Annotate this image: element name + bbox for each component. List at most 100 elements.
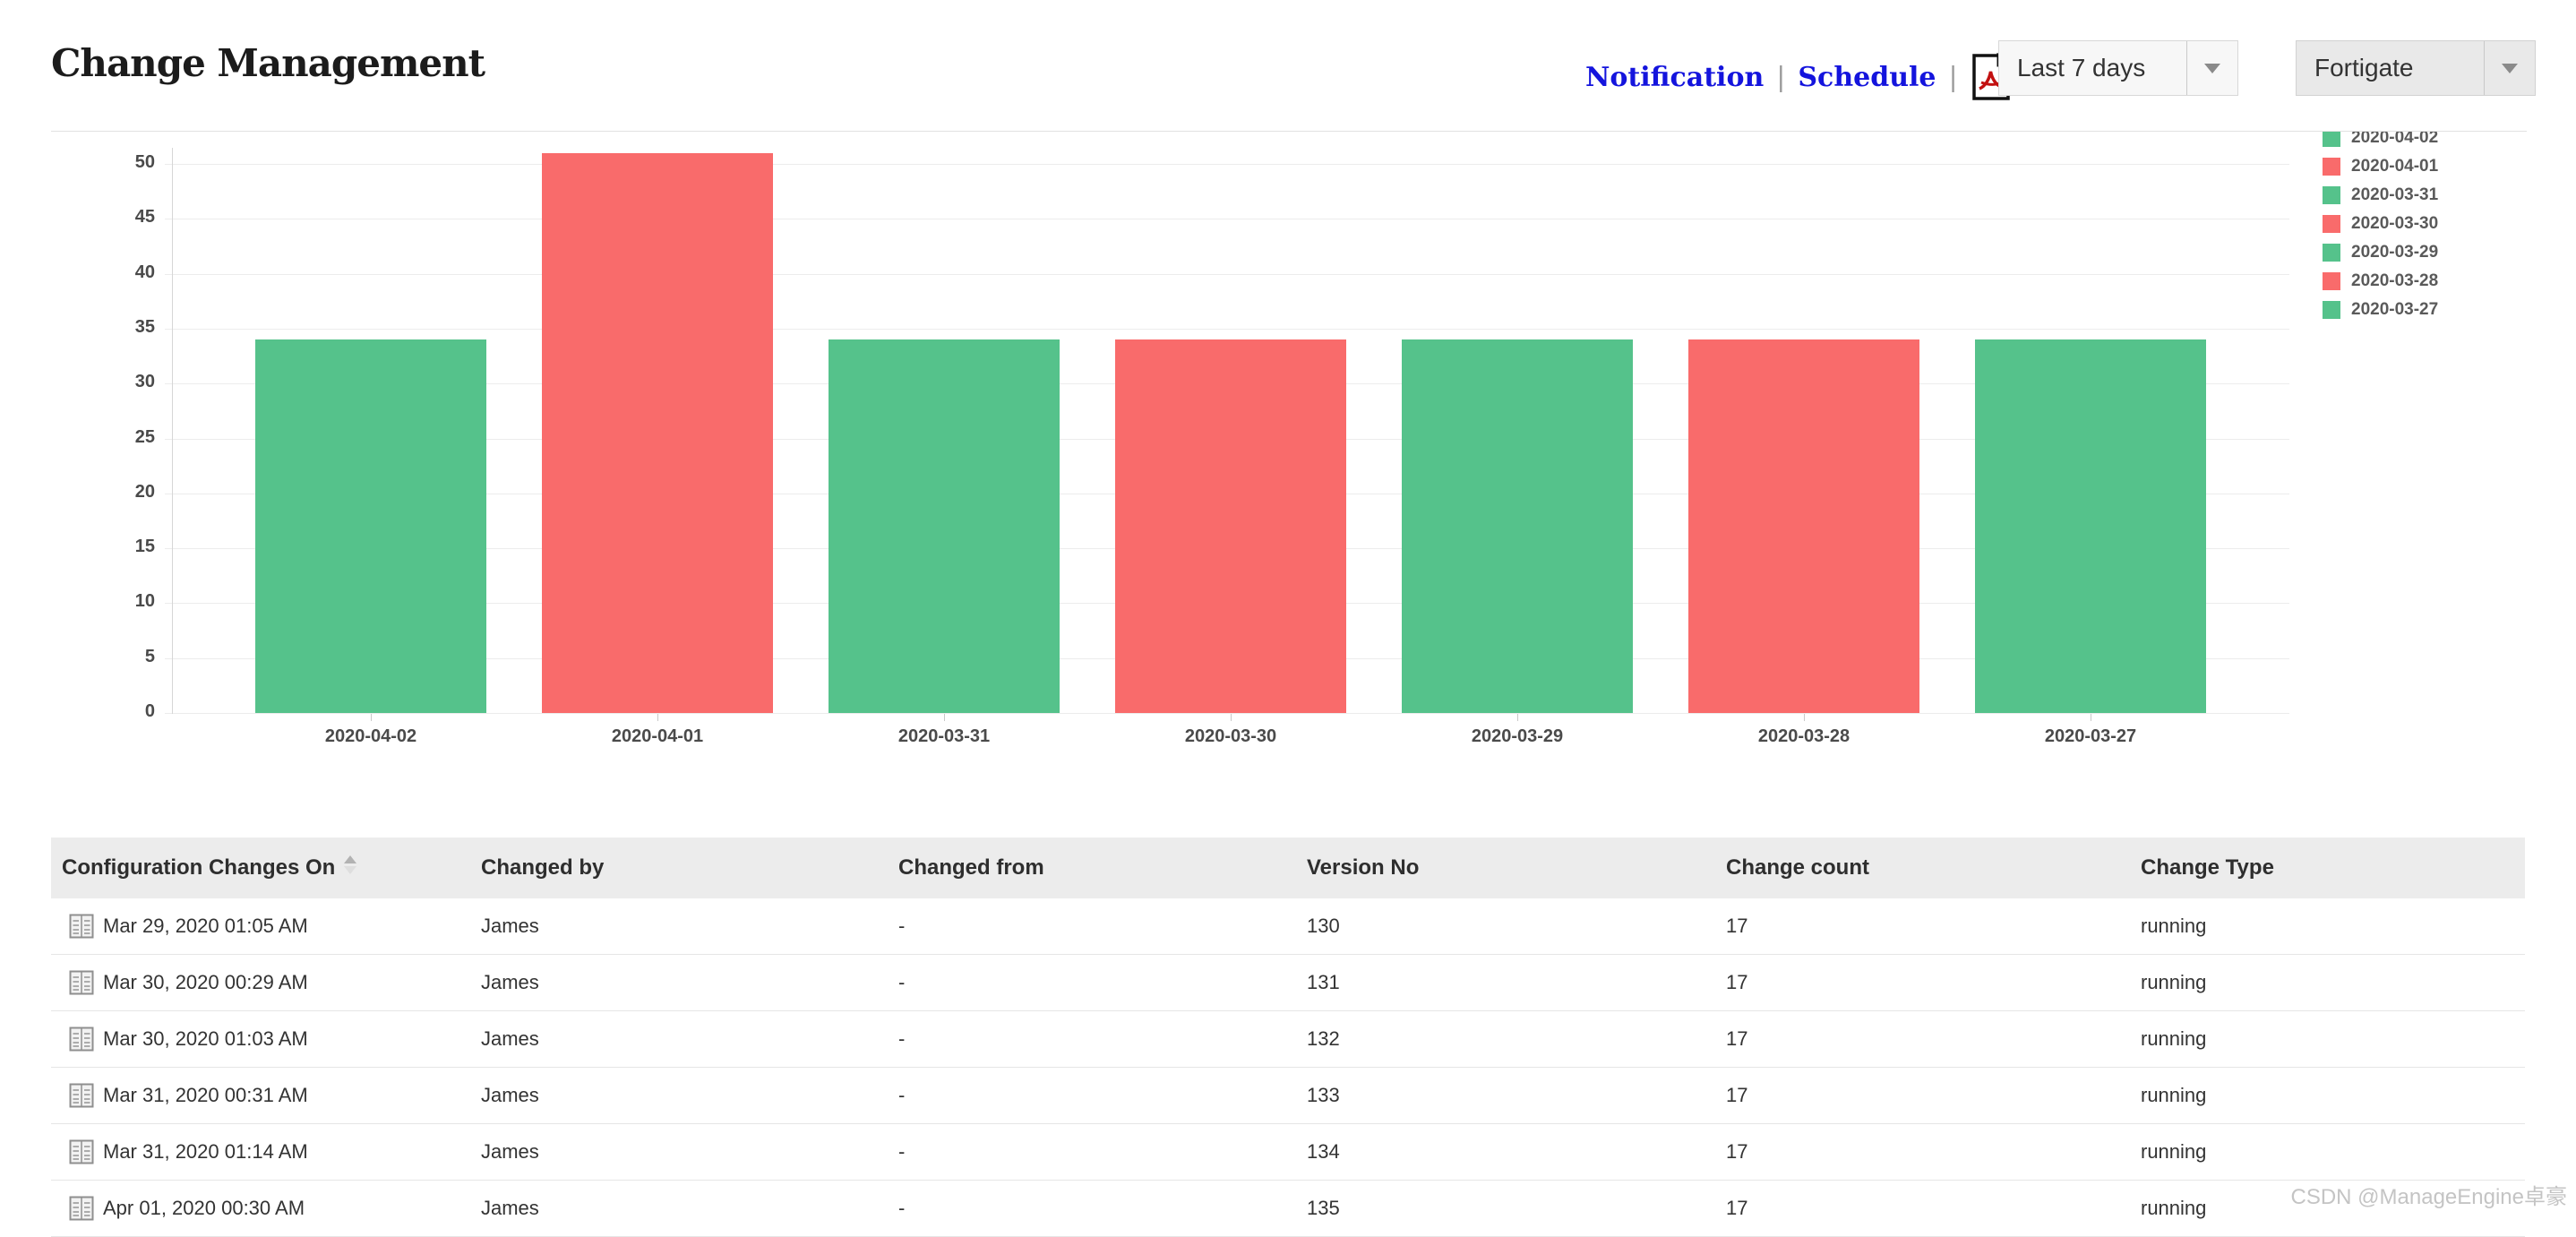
- config-version-icon[interactable]: [69, 970, 94, 995]
- x-axis-tick: [1231, 714, 1232, 721]
- separator: |: [1776, 61, 1786, 93]
- column-header-changed-from[interactable]: Changed from: [888, 838, 1296, 898]
- cell-changed-from: -: [888, 954, 1296, 1011]
- legend-color-chip: [2323, 272, 2340, 290]
- legend-item[interactable]: 2020-03-30: [2323, 210, 2438, 238]
- config-version-icon[interactable]: [69, 1027, 94, 1052]
- cell-version-no: 134: [1296, 1123, 1715, 1181]
- x-axis-tick: [944, 714, 945, 721]
- cell-changed-by: James: [470, 1180, 888, 1237]
- legend-color-chip: [2323, 132, 2340, 147]
- column-header-change-count[interactable]: Change count: [1715, 838, 2130, 898]
- sort-arrows-icon[interactable]: [344, 855, 357, 875]
- x-axis-tick-label: 2020-03-29: [1471, 726, 1564, 746]
- config-changes-table: Configuration Changes On Changed by Change…: [51, 838, 2525, 1237]
- config-version-icon[interactable]: [69, 1196, 94, 1221]
- column-header-change-type[interactable]: Change Type: [2130, 838, 2525, 898]
- changes-on-value: Apr 01, 2020 00:30 AM: [103, 1197, 305, 1219]
- cell-version-no: 132: [1296, 1010, 1715, 1068]
- table-row[interactable]: Mar 31, 2020 00:31 AM James -133 17 running: [51, 1067, 2525, 1124]
- bar-2020-03-27[interactable]: [1975, 339, 2206, 713]
- separator: |: [1948, 61, 1958, 93]
- notification-link[interactable]: Notification: [1585, 61, 1765, 93]
- watermark: CSDN @ManageEngine卓豪: [2290, 1185, 2568, 1209]
- chart-gridline: [165, 328, 2289, 330]
- legend-label: 2020-04-02: [2351, 131, 2439, 147]
- legend-item[interactable]: 2020-03-29: [2323, 238, 2438, 267]
- legend-color-chip: [2323, 301, 2340, 319]
- column-header-version-no[interactable]: Version No: [1296, 838, 1715, 898]
- bar-2020-03-31[interactable]: [829, 339, 1060, 713]
- changes-on-value: Mar 30, 2020 00:29 AM: [103, 971, 308, 993]
- legend-label: 2020-04-01: [2351, 157, 2439, 176]
- cell-configuration-changes-on: Mar 31, 2020 00:31 AM: [51, 1067, 470, 1124]
- device-dropdown-value: Fortigate: [2314, 54, 2414, 82]
- cell-changed-from: -: [888, 1067, 1296, 1124]
- cell-change-count: 17: [1715, 1180, 2130, 1237]
- legend-label: 2020-03-28: [2351, 271, 2439, 290]
- changes-on-value: Mar 29, 2020 01:05 AM: [103, 915, 308, 937]
- legend-item[interactable]: 2020-03-28: [2323, 267, 2438, 296]
- cell-changed-by: James: [470, 1010, 888, 1068]
- x-axis-tick: [1804, 714, 1805, 721]
- y-axis-tick-label: 35: [134, 316, 155, 337]
- cell-change-count: 17: [1715, 898, 2130, 955]
- y-axis-tick-label: 30: [134, 372, 155, 392]
- bar-2020-04-02[interactable]: [255, 339, 486, 713]
- y-axis-tick-label: 20: [134, 481, 155, 502]
- cell-changed-by: James: [470, 954, 888, 1011]
- cell-configuration-changes-on: Mar 31, 2020 01:14 AM: [51, 1123, 470, 1181]
- legend-color-chip: [2323, 244, 2340, 262]
- y-axis-tick-label: 5: [144, 646, 155, 666]
- cell-change-type: running: [2130, 1010, 2525, 1068]
- device-dropdown[interactable]: Fortigate: [2296, 40, 2536, 96]
- legend-item[interactable]: 2020-04-02: [2323, 131, 2439, 152]
- table-header-row: Configuration Changes On Changed by Change…: [51, 838, 2525, 898]
- x-axis-tick: [371, 714, 372, 721]
- cell-configuration-changes-on: Mar 29, 2020 01:05 AM: [51, 898, 470, 955]
- changes-on-value: Mar 31, 2020 00:31 AM: [103, 1084, 308, 1106]
- y-axis-tick-label: 10: [134, 591, 155, 612]
- y-axis-tick-label: 25: [134, 426, 155, 447]
- table-row[interactable]: Mar 29, 2020 01:05 AM James -130 17 running: [51, 898, 2525, 955]
- x-axis-tick-label: 2020-04-01: [611, 726, 704, 746]
- cell-changed-from: -: [888, 1180, 1296, 1237]
- x-axis-tick: [657, 714, 658, 721]
- period-dropdown[interactable]: Last 7 days: [1998, 40, 2238, 96]
- cell-change-count: 17: [1715, 954, 2130, 1011]
- change-trend-bar-chart: 0 5 10 15 20 25 30 35 40 45 50 2020-04-02 2020-04-01…: [51, 131, 2527, 759]
- chevron-down-icon: [2484, 41, 2535, 95]
- config-version-icon[interactable]: [69, 1139, 94, 1164]
- bar-2020-04-01[interactable]: [542, 152, 773, 713]
- cell-changed-from: -: [888, 1123, 1296, 1181]
- y-axis-tick-label: 15: [134, 537, 155, 557]
- table-row[interactable]: Mar 30, 2020 00:29 AM James -131 17 running: [51, 954, 2525, 1011]
- table-row[interactable]: Mar 31, 2020 01:14 AM James -134 17 running: [51, 1123, 2525, 1181]
- legend-item[interactable]: 2020-03-27: [2323, 296, 2438, 324]
- config-version-icon[interactable]: [69, 1083, 94, 1108]
- x-axis-tick-label: 2020-04-02: [324, 726, 417, 746]
- table-row[interactable]: Mar 30, 2020 01:03 AM James -132 17 running: [51, 1010, 2525, 1068]
- chart-legend: 2020-04-02 2020-04-01 2020-03-31 2020-03-30…: [2323, 131, 2439, 324]
- chevron-down-icon: [2186, 41, 2237, 95]
- bar-2020-03-29[interactable]: [1402, 339, 1633, 713]
- legend-label: 2020-03-27: [2351, 300, 2439, 319]
- y-axis-line: [172, 148, 173, 714]
- column-header-configuration-changes-on[interactable]: Configuration Changes On: [51, 838, 470, 898]
- y-axis-tick-label: 50: [134, 152, 155, 172]
- cell-change-type: running: [2130, 1067, 2525, 1124]
- chart-gridline: [165, 713, 2289, 714]
- table-row[interactable]: Apr 01, 2020 00:30 AM James -135 17 running: [51, 1180, 2525, 1237]
- changes-on-value: Mar 30, 2020 01:03 AM: [103, 1027, 308, 1050]
- bar-2020-03-28[interactable]: [1688, 339, 1919, 713]
- config-version-icon[interactable]: [69, 914, 94, 939]
- schedule-link[interactable]: Schedule: [1798, 61, 1936, 93]
- legend-item[interactable]: 2020-03-31: [2323, 181, 2438, 210]
- cell-changed-by: James: [470, 1067, 888, 1124]
- legend-color-chip: [2323, 186, 2340, 204]
- legend-color-chip: [2323, 158, 2340, 176]
- legend-item[interactable]: 2020-04-01: [2323, 152, 2438, 181]
- bar-2020-03-30[interactable]: [1115, 339, 1346, 713]
- column-header-changed-by[interactable]: Changed by: [470, 838, 888, 898]
- chart-gridline: [165, 273, 2289, 275]
